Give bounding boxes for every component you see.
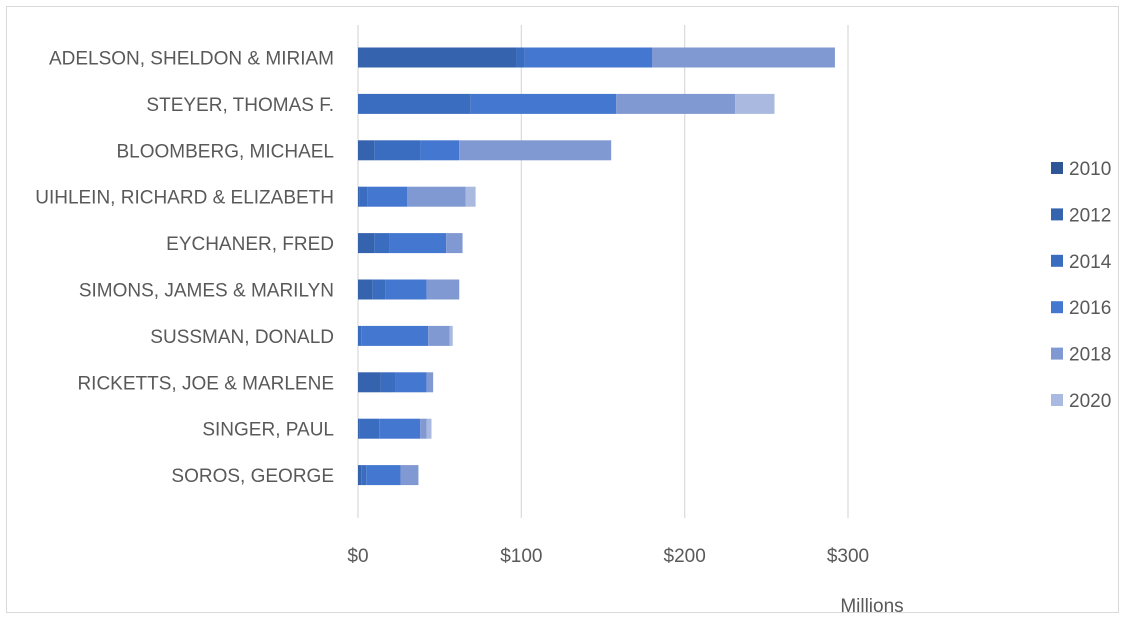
bar-segment-2012 [358,465,362,486]
legend-label: 2014 [1069,252,1112,273]
legend-swatch [1051,254,1063,267]
bar-segment-2012 [358,279,373,300]
legend-label: 2016 [1069,298,1111,319]
bar-segment-2018 [446,233,463,254]
legend-swatch [1051,394,1063,406]
bar-segment-2014 [359,186,368,207]
category-label: SIMONS, JAMES & MARILYN [79,281,334,302]
bar-segment-2016 [395,372,427,393]
bar-segment-2018 [426,372,434,393]
bar-segment-2012 [358,140,375,161]
bar-segment-2016 [385,279,427,300]
bar-segment-2018 [420,418,427,439]
x-tick-label: $0 [347,546,368,567]
category-label: EYCHANER, FRED [166,234,334,255]
bar-segment-2020 [735,93,775,114]
bar-segment-2014 [516,47,525,68]
bar-segment-2018 [407,186,466,207]
bar-segment-2018 [616,93,736,114]
x-tick-label: $300 [827,546,869,567]
bar-segment-2020 [449,325,453,346]
bar-segment-2014 [374,233,390,254]
category-labels: ADELSON, SHELDON & MIRIAM STEYER, THOMAS … [35,49,334,488]
category-label: RICKETTS, JOE & MARLENE [77,373,334,394]
bar-segment-2016 [379,418,421,439]
bar-segment-2012 [358,418,360,439]
bar-segment-2016 [470,93,617,114]
bar-segment-2020 [465,186,476,207]
x-tick-label: $100 [500,546,542,567]
bar-segment-2012 [358,47,517,68]
bar-segment-2014 [359,418,380,439]
x-axis-tick-labels: $0 $100 $200 $300 [347,546,869,567]
bar-segment-2018 [426,279,460,300]
category-label: SINGER, PAUL [202,420,334,441]
legend-swatch [1051,347,1063,360]
category-label: ADELSON, SHELDON & MIRIAM [49,49,334,70]
legend-swatch [1051,301,1063,314]
bar-segment-2016 [366,465,401,486]
legend-swatch [1051,162,1063,174]
bar-segment-2014 [361,465,367,486]
legend-label: 2018 [1069,345,1111,366]
bar-segment-2016 [524,47,652,68]
bar-segment-2018 [428,325,450,346]
category-label: UIHLEIN, RICHARD & ELIZABETH [35,188,334,209]
legend-label: 2020 [1069,391,1111,412]
bar-segment-2020 [426,418,432,439]
bar-segment-2014 [380,372,396,393]
bar-segment-2016 [367,186,407,207]
bar-segment-2014 [374,140,421,161]
bar-segment-2018 [459,140,612,161]
bar-segment-2016 [389,233,447,254]
bars [358,47,835,486]
legend-label: 2012 [1069,205,1111,226]
category-label: SOROS, GEORGE [171,466,334,487]
bar-segment-2018 [652,47,835,68]
category-label: BLOOMBERG, MICHAEL [117,141,335,162]
bar-segment-2014 [358,325,362,346]
bar-segment-2016 [361,325,429,346]
legend: 2010 2012 2014 2016 2018 2020 [1051,159,1112,412]
bar-segment-2018 [400,465,419,486]
category-label: SUSSMAN, DONALD [150,327,334,348]
x-tick-label: $200 [664,546,706,567]
bar-segment-2012 [358,186,360,207]
bar-segment-2012 [358,233,375,254]
bar-segment-2016 [420,140,460,161]
bar-segment-2014 [358,93,471,114]
category-label: STEYER, THOMAS F. [146,95,334,116]
x-axis-unit-label: Millions [840,596,903,617]
legend-swatch [1051,208,1063,221]
bar-segment-2014 [372,279,386,300]
bar-segment-2012 [358,372,381,393]
legend-label: 2010 [1069,159,1111,180]
